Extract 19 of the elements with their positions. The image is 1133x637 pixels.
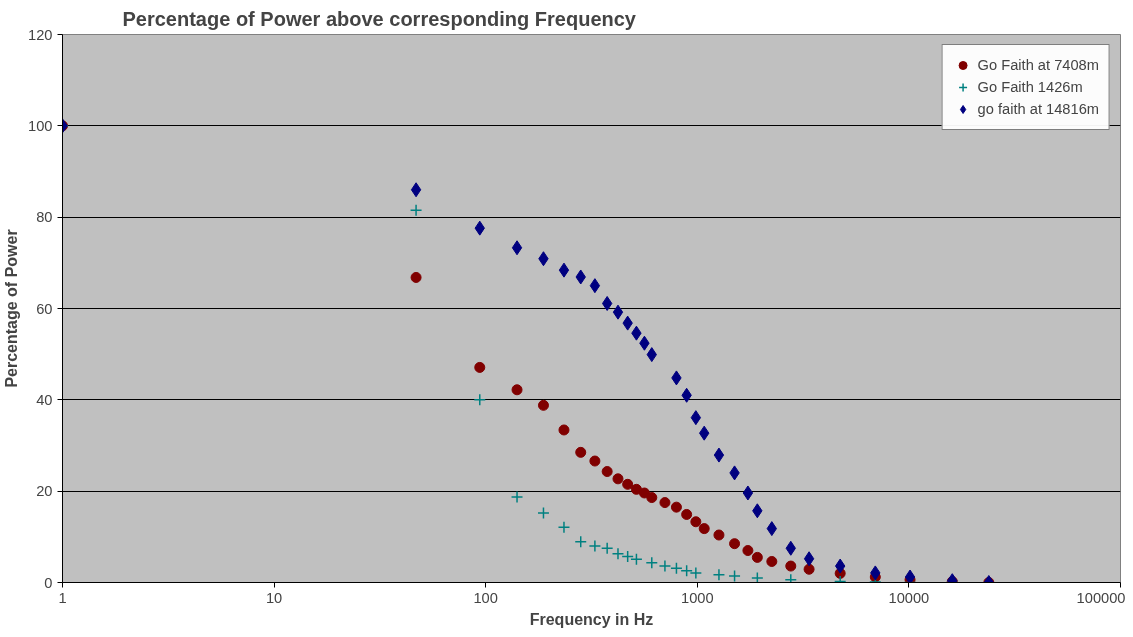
x-tick-label: 1000 bbox=[681, 589, 714, 606]
y-tick-label: 120 bbox=[28, 26, 53, 43]
y-tick-label: 60 bbox=[36, 300, 53, 317]
x-tick-label: 10 bbox=[265, 589, 283, 606]
y-tick-label: 100 bbox=[28, 117, 53, 134]
legend-label: go faith at 14816m bbox=[977, 101, 1099, 117]
y-tick-label: 0 bbox=[44, 574, 53, 591]
x-tick-label: 1 bbox=[58, 589, 67, 606]
legend-label: Go Faith 1426m bbox=[977, 79, 1083, 95]
y-axis-title: Percentage of Power bbox=[3, 229, 21, 388]
x-axis-title: Frequency in Hz bbox=[529, 610, 654, 628]
legend-label: Go Faith at 7408m bbox=[977, 57, 1099, 73]
x-tick-label: 100 bbox=[473, 589, 498, 606]
y-tick-label: 80 bbox=[36, 209, 53, 226]
y-tick-label: 40 bbox=[36, 391, 53, 408]
x-tick-label: 100000 bbox=[1076, 589, 1126, 606]
chart-title: Percentage of Power above corresponding Frequency bbox=[122, 7, 637, 30]
y-tick-label: 20 bbox=[36, 483, 53, 500]
x-tick-label: 10000 bbox=[888, 589, 930, 606]
